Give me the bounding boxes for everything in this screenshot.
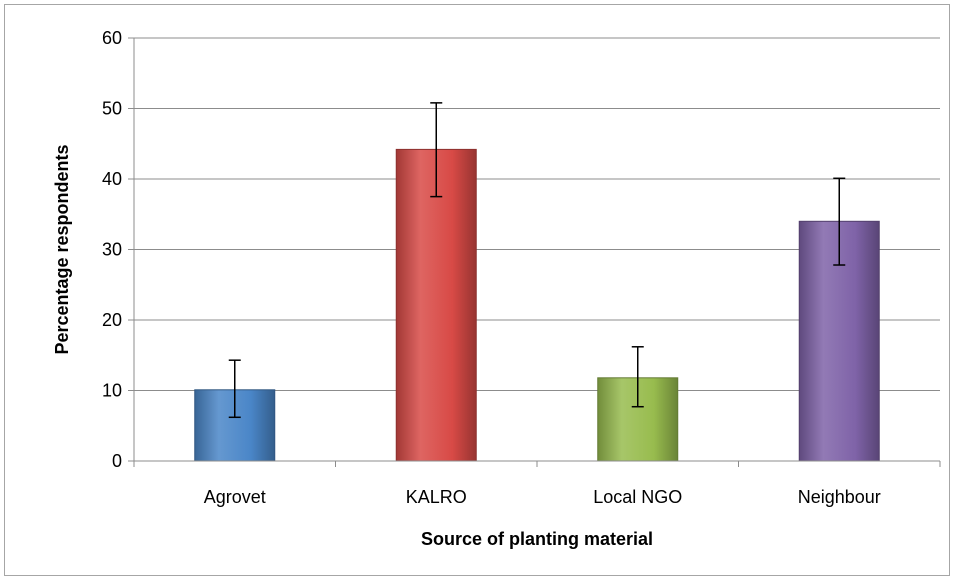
axes: 0 10 20 30 40 50 60 Agrovet KALRO Local NGO Neighb… (102, 28, 941, 507)
x-category-label: Neighbour (798, 487, 881, 507)
y-tick-label: 50 (102, 99, 122, 119)
x-category-label: Agrovet (204, 487, 266, 507)
x-axis-title: Source of planting material (421, 529, 653, 549)
error-bars (228, 102, 846, 419)
y-tick-label: 60 (102, 28, 122, 48)
y-tick-label: 30 (102, 240, 122, 260)
y-tick-label: 10 (102, 381, 122, 401)
x-category-label: Local NGO (593, 487, 682, 507)
bars (194, 148, 880, 462)
y-axis-title: Percentage respondents (52, 144, 72, 354)
x-category-label: KALRO (406, 487, 467, 507)
y-tick-label: 20 (102, 310, 122, 330)
bar-kalro (395, 148, 477, 462)
y-tick-label: 0 (112, 451, 122, 471)
chart-frame (4, 4, 950, 576)
y-tick-label: 40 (102, 169, 122, 189)
